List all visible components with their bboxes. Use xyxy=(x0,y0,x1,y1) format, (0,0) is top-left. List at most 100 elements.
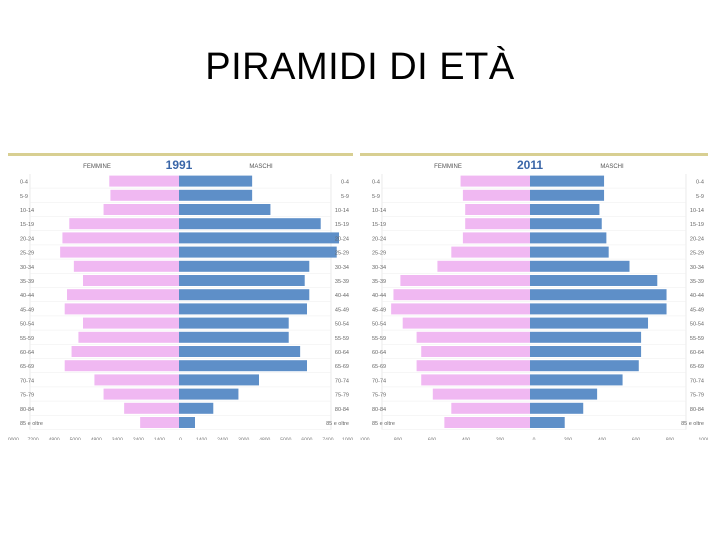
age-label-right: 5-9 xyxy=(341,194,349,200)
pyramid-svg: FEMMINE MASCHI 1991 0-4 0-4 5-9 5-9 10-14 10-14 1… xyxy=(8,158,353,440)
age-label-right: 60-64 xyxy=(335,350,349,356)
bar-female xyxy=(421,374,530,386)
bar-female xyxy=(451,402,530,414)
x-tick-label: 4800 xyxy=(49,438,60,440)
age-label-left: 10-14 xyxy=(372,208,386,214)
x-tick-label: 3000 xyxy=(238,438,249,440)
age-label-right: 50-54 xyxy=(690,322,704,328)
age-label-right: 70-74 xyxy=(335,378,349,384)
population-pyramid-1991: FEMMINE MASCHI 1991 0-4 0-4 5-9 5-9 10-14 10-14 1… xyxy=(8,153,353,443)
bar-female xyxy=(67,289,179,301)
age-label-right: 10-14 xyxy=(335,208,349,214)
bar-female xyxy=(416,331,530,343)
x-tick-label: 1000 xyxy=(698,438,708,440)
bar-male xyxy=(530,246,609,258)
age-label-left: 35-39 xyxy=(20,279,34,285)
age-label-left: 0-4 xyxy=(372,180,380,186)
age-label-left: 60-64 xyxy=(372,350,386,356)
age-label-right: 0-4 xyxy=(696,180,704,186)
bar-male xyxy=(530,317,649,329)
x-tick-label: 200 xyxy=(564,438,573,440)
bar-male xyxy=(530,189,605,201)
bar-female xyxy=(64,303,179,315)
bar-female xyxy=(437,260,530,272)
bar-male xyxy=(530,260,630,272)
bar-male xyxy=(179,275,305,286)
age-label-left: 5-9 xyxy=(372,194,380,200)
age-label-right: 35-39 xyxy=(690,279,704,285)
bar-female xyxy=(421,346,530,357)
bar-male xyxy=(179,303,307,315)
age-label-right: 65-69 xyxy=(690,364,704,370)
x-tick-label: 2400 xyxy=(133,438,144,440)
age-label-left: 45-49 xyxy=(372,307,386,313)
x-tick-label: 1400 xyxy=(154,438,165,440)
age-label-left: 70-74 xyxy=(372,378,386,384)
age-label-right: 0-4 xyxy=(341,180,349,186)
bar-male xyxy=(530,232,607,244)
pyramid-svg: FEMMINE MASCHI 2011 0-4 0-4 5-9 5-9 10-14 10-14 1… xyxy=(360,158,708,440)
x-tick-label: 7400 xyxy=(322,438,333,440)
age-label-left: 20-24 xyxy=(372,236,386,242)
chart-title-year: 2011 xyxy=(517,158,543,172)
age-label-right: 55-59 xyxy=(690,336,704,342)
x-tick-label: 10000 xyxy=(342,438,353,440)
bar-female xyxy=(451,246,530,258)
bar-female xyxy=(73,260,179,272)
x-tick-label: 600 xyxy=(632,438,641,440)
age-label-right: 5-9 xyxy=(696,194,704,200)
age-label-right: 25-29 xyxy=(335,251,349,257)
age-label-right: 80-84 xyxy=(335,407,349,413)
x-tick-label: 3400 xyxy=(112,438,123,440)
bar-male xyxy=(179,232,339,244)
bar-female xyxy=(400,275,530,286)
bar-female xyxy=(402,317,530,329)
bar-male xyxy=(179,417,195,428)
age-label-left: 35-39 xyxy=(372,279,386,285)
age-label-right: 40-44 xyxy=(690,293,704,299)
bar-male xyxy=(530,331,642,343)
bar-male xyxy=(530,346,642,357)
x-tick-label: 2400 xyxy=(217,438,228,440)
age-label-right: 50-54 xyxy=(335,322,349,328)
x-tick-label: 1400 xyxy=(196,438,207,440)
bar-female xyxy=(460,175,530,187)
age-label-left: 75-79 xyxy=(20,393,34,399)
bar-male xyxy=(530,204,600,215)
bar-male xyxy=(530,289,667,301)
age-label-right: 65-69 xyxy=(335,364,349,370)
x-tick-label: 800 xyxy=(394,438,403,440)
age-label-left: 15-19 xyxy=(372,222,386,228)
age-label-right: 15-19 xyxy=(335,222,349,228)
age-label-right: 45-49 xyxy=(690,307,704,313)
bar-male xyxy=(179,402,214,414)
age-label-right: 45-49 xyxy=(335,307,349,313)
population-pyramid-2011: FEMMINE MASCHI 2011 0-4 0-4 5-9 5-9 10-14 10-14 1… xyxy=(360,153,708,443)
age-label-left: 10-14 xyxy=(20,208,34,214)
x-tick-label: 600 xyxy=(428,438,437,440)
legend-male: MASCHI xyxy=(600,164,624,170)
age-label-left: 65-69 xyxy=(372,364,386,370)
bar-male xyxy=(179,388,239,400)
bar-female xyxy=(465,218,530,230)
bar-female xyxy=(124,402,179,414)
x-tick-label: 400 xyxy=(462,438,471,440)
x-tick-label: 1000 xyxy=(360,438,370,440)
bar-female xyxy=(83,275,179,286)
bar-male xyxy=(530,218,602,230)
bar-female xyxy=(391,303,530,315)
age-label-left: 40-44 xyxy=(372,293,386,299)
age-label-left: 85 e oltre xyxy=(20,421,43,427)
bar-male xyxy=(530,360,639,372)
age-label-right: 35-39 xyxy=(335,279,349,285)
age-label-right: 15-19 xyxy=(690,222,704,228)
age-label-right: 25-29 xyxy=(690,251,704,257)
bar-male xyxy=(530,388,598,400)
bar-female xyxy=(62,232,179,244)
age-label-left: 45-49 xyxy=(20,307,34,313)
age-label-left: 40-44 xyxy=(20,293,34,299)
age-label-left: 5-9 xyxy=(20,194,28,200)
age-label-right: 60-64 xyxy=(690,350,704,356)
bar-female xyxy=(71,346,179,357)
age-label-right: 40-44 xyxy=(335,293,349,299)
